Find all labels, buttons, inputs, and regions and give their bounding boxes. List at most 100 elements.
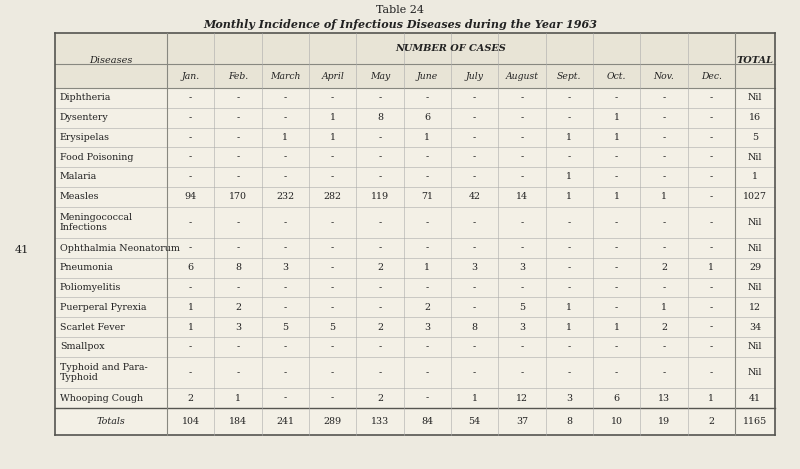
Text: Nil: Nil bbox=[748, 152, 762, 162]
Text: Puerperal Pyrexia: Puerperal Pyrexia bbox=[60, 303, 146, 312]
Text: 1: 1 bbox=[330, 133, 336, 142]
Text: April: April bbox=[322, 71, 344, 81]
Text: -: - bbox=[331, 283, 334, 292]
Text: 1: 1 bbox=[566, 133, 572, 142]
Text: 2: 2 bbox=[377, 263, 383, 272]
Text: 1: 1 bbox=[566, 323, 572, 332]
Text: -: - bbox=[710, 283, 713, 292]
Text: -: - bbox=[473, 283, 476, 292]
Text: 3: 3 bbox=[235, 323, 241, 332]
Text: Measles: Measles bbox=[60, 192, 99, 201]
Text: -: - bbox=[662, 173, 666, 182]
Text: -: - bbox=[426, 342, 429, 351]
Text: -: - bbox=[378, 152, 382, 162]
Text: -: - bbox=[236, 152, 240, 162]
Text: -: - bbox=[378, 133, 382, 142]
Text: 2: 2 bbox=[661, 263, 667, 272]
Text: Totals: Totals bbox=[97, 417, 126, 426]
Text: -: - bbox=[710, 368, 713, 377]
Text: 41: 41 bbox=[749, 393, 761, 402]
Text: -: - bbox=[331, 342, 334, 351]
Text: -: - bbox=[710, 243, 713, 252]
Text: 8: 8 bbox=[235, 263, 241, 272]
Text: TOTAL: TOTAL bbox=[737, 56, 774, 65]
Text: -: - bbox=[473, 303, 476, 312]
Text: -: - bbox=[615, 243, 618, 252]
Text: 94: 94 bbox=[185, 192, 197, 201]
Text: -: - bbox=[520, 283, 524, 292]
Text: 8: 8 bbox=[472, 323, 478, 332]
Text: 42: 42 bbox=[469, 192, 481, 201]
Text: -: - bbox=[568, 218, 571, 227]
Text: -: - bbox=[189, 173, 192, 182]
Text: -: - bbox=[378, 342, 382, 351]
Text: 2: 2 bbox=[708, 417, 714, 426]
Text: 3: 3 bbox=[519, 263, 525, 272]
Text: -: - bbox=[284, 393, 287, 402]
Text: -: - bbox=[615, 303, 618, 312]
Text: -: - bbox=[615, 218, 618, 227]
Text: -: - bbox=[662, 218, 666, 227]
Text: Nil: Nil bbox=[748, 368, 762, 377]
Text: -: - bbox=[378, 303, 382, 312]
Text: 1: 1 bbox=[472, 393, 478, 402]
Text: 14: 14 bbox=[516, 192, 528, 201]
Text: 1: 1 bbox=[708, 263, 714, 272]
Text: -: - bbox=[236, 133, 240, 142]
Text: 13: 13 bbox=[658, 393, 670, 402]
Text: -: - bbox=[615, 263, 618, 272]
Text: -: - bbox=[284, 243, 287, 252]
Text: -: - bbox=[473, 93, 476, 102]
Text: -: - bbox=[520, 93, 524, 102]
Text: -: - bbox=[426, 283, 429, 292]
Text: NUMBER OF CASES: NUMBER OF CASES bbox=[396, 44, 506, 53]
Text: 1: 1 bbox=[282, 133, 288, 142]
Text: 3: 3 bbox=[424, 323, 430, 332]
Text: 6: 6 bbox=[614, 393, 620, 402]
Text: Nil: Nil bbox=[748, 93, 762, 102]
Text: -: - bbox=[615, 283, 618, 292]
Text: -: - bbox=[473, 152, 476, 162]
Text: -: - bbox=[662, 93, 666, 102]
Text: Table 24: Table 24 bbox=[376, 5, 424, 15]
Text: 1: 1 bbox=[566, 192, 572, 201]
Text: Pneumonia: Pneumonia bbox=[60, 263, 114, 272]
Text: -: - bbox=[568, 263, 571, 272]
Text: -: - bbox=[662, 368, 666, 377]
Text: -: - bbox=[710, 303, 713, 312]
Text: -: - bbox=[331, 303, 334, 312]
Text: -: - bbox=[710, 113, 713, 122]
Text: -: - bbox=[189, 93, 192, 102]
Text: -: - bbox=[426, 93, 429, 102]
Text: 2: 2 bbox=[661, 323, 667, 332]
Text: -: - bbox=[331, 173, 334, 182]
Text: Dec.: Dec. bbox=[701, 71, 722, 81]
Text: -: - bbox=[473, 133, 476, 142]
Text: 8: 8 bbox=[377, 113, 383, 122]
Text: -: - bbox=[568, 342, 571, 351]
Text: Food Poisoning: Food Poisoning bbox=[60, 152, 134, 162]
Text: -: - bbox=[378, 368, 382, 377]
Text: 41: 41 bbox=[15, 245, 29, 255]
Text: 37: 37 bbox=[516, 417, 528, 426]
Text: 1: 1 bbox=[614, 133, 620, 142]
Text: 1: 1 bbox=[330, 113, 336, 122]
Text: Diseases: Diseases bbox=[90, 56, 133, 65]
Text: Whooping Cough: Whooping Cough bbox=[60, 393, 143, 402]
Text: 2: 2 bbox=[188, 393, 194, 402]
Text: -: - bbox=[189, 152, 192, 162]
Text: Scarlet Fever: Scarlet Fever bbox=[60, 323, 125, 332]
Text: -: - bbox=[473, 342, 476, 351]
Text: 170: 170 bbox=[229, 192, 247, 201]
Text: 2: 2 bbox=[377, 393, 383, 402]
Text: -: - bbox=[662, 283, 666, 292]
Text: 5: 5 bbox=[330, 323, 336, 332]
Text: -: - bbox=[378, 173, 382, 182]
Text: -: - bbox=[473, 218, 476, 227]
Text: 1: 1 bbox=[614, 323, 620, 332]
Text: 54: 54 bbox=[469, 417, 481, 426]
Text: Nov.: Nov. bbox=[654, 71, 674, 81]
Text: 10: 10 bbox=[610, 417, 622, 426]
Text: -: - bbox=[615, 342, 618, 351]
Text: -: - bbox=[236, 173, 240, 182]
